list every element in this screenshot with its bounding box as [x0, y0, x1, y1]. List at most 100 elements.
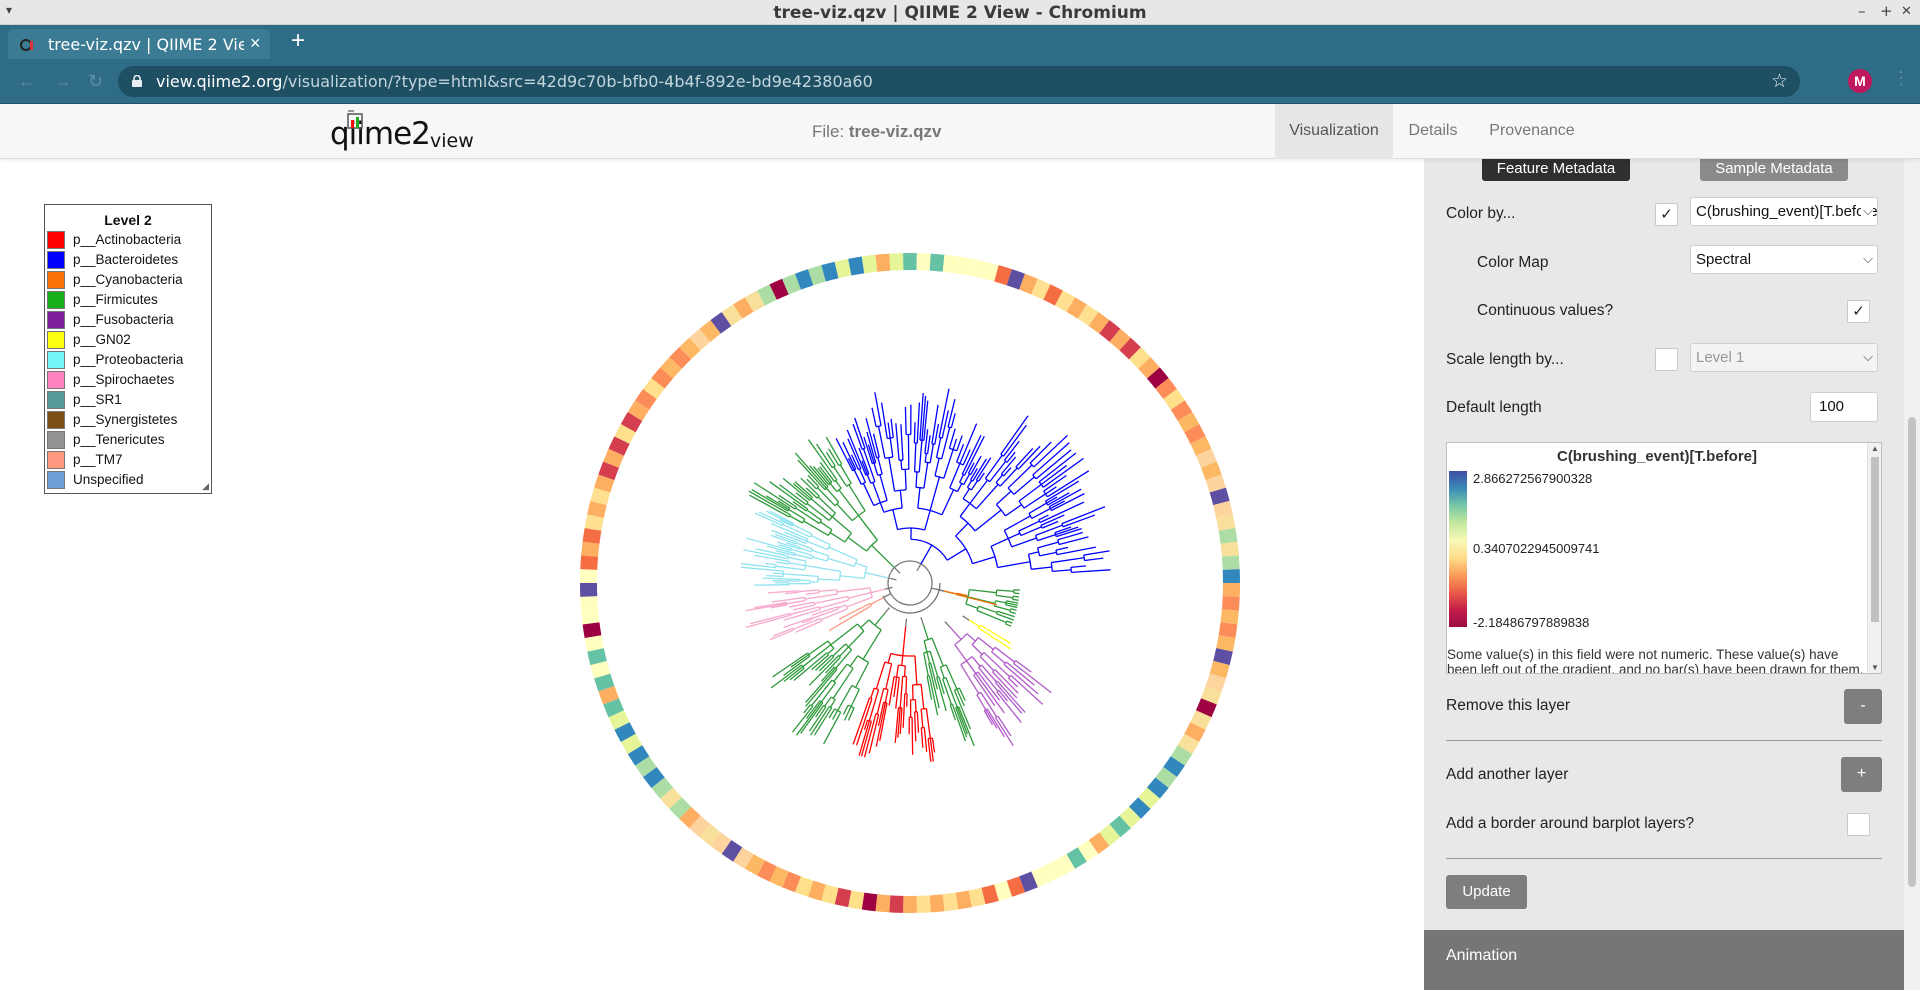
update-button[interactable]: Update [1446, 875, 1527, 909]
ring-segment [1031, 278, 1051, 300]
scale-length-checkbox[interactable] [1655, 348, 1678, 371]
colorbar-scroll-thumb[interactable] [1871, 457, 1879, 622]
reload-icon[interactable]: ↻ [88, 71, 104, 91]
tree-branch [782, 523, 811, 538]
minimize-button[interactable]: – [1858, 2, 1866, 20]
color-by-select[interactable]: C(brushing_event)[T.before] ⌵ [1690, 197, 1878, 226]
barplot-border-checkbox[interactable] [1847, 813, 1870, 836]
feature-metadata-button[interactable]: Feature Metadata [1482, 159, 1630, 181]
legend-item[interactable]: p__GN02 [45, 330, 211, 350]
legend-item[interactable]: p__SR1 [45, 390, 211, 410]
tree-branch [1049, 488, 1082, 508]
tree-branch [831, 710, 839, 720]
maximize-button[interactable]: + [1880, 2, 1893, 20]
tree-branch-arc [939, 436, 943, 439]
legend-item[interactable]: p__Spirochaetes [45, 370, 211, 390]
ring-segment [1213, 648, 1233, 666]
resize-grip-icon[interactable]: ◢ [202, 481, 209, 491]
address-bar[interactable]: view.qiime2.org/visualization/?type=html… [118, 66, 1800, 97]
tree-branch [956, 483, 963, 492]
ring-segment [733, 297, 754, 319]
legend-item[interactable]: p__Actinobacteria [45, 230, 211, 250]
sample-metadata-button[interactable]: Sample Metadata [1700, 159, 1848, 181]
close-tab-icon[interactable]: × [250, 33, 261, 53]
tree-branch [1005, 604, 1018, 609]
tree-branch [1038, 514, 1049, 521]
ring-segment [1201, 461, 1222, 481]
tab-details[interactable]: Details [1408, 122, 1458, 139]
legend-item[interactable]: p__Firmicutes [45, 290, 211, 310]
tree-branch-arc [861, 481, 866, 485]
ring-segment [581, 541, 600, 557]
legend-item[interactable]: p__Cyanobacteria [45, 270, 211, 290]
color-by-checkbox[interactable]: ✓ [1655, 203, 1678, 226]
tree-branch [1013, 662, 1052, 694]
tree-branch [769, 481, 808, 510]
taxonomy-legend[interactable]: Level 2 p__Actinobacteria p__Bacteroidete… [44, 204, 212, 494]
circular-tree-canvas[interactable] [575, 248, 1245, 918]
ring-segment [1066, 847, 1087, 869]
scroll-down-icon[interactable]: ▼ [1871, 663, 1879, 672]
legend-item[interactable]: Unspecified [45, 470, 211, 490]
tree-branch [870, 588, 885, 594]
ring-segment [1177, 733, 1200, 754]
legend-item[interactable]: p__Tenericutes [45, 430, 211, 450]
color-map-select[interactable]: Spectral ⌵ [1690, 245, 1878, 274]
remove-layer-button[interactable]: - [1844, 689, 1882, 724]
tree-branch [887, 653, 892, 664]
browser-tab[interactable]: tree-viz.qzv | QIIME 2 View × [8, 29, 270, 59]
legend-item[interactable]: p__Fusobacteria [45, 310, 211, 330]
colorbar-box[interactable]: C(brushing_event)[T.before] 2.8662725679… [1446, 442, 1882, 674]
qiime2-view-logo[interactable]: qiime2 view [330, 110, 480, 154]
legend-item[interactable]: p__Proteobacteria [45, 350, 211, 370]
browser-menu-icon[interactable]: ⋮ [1892, 68, 1910, 88]
new-tab-button[interactable]: + [290, 27, 305, 54]
default-length-input[interactable]: 100 [1810, 392, 1878, 422]
legend-item[interactable]: p__TM7 [45, 450, 211, 470]
tree-branch [1005, 661, 1035, 686]
tree-branch [1061, 506, 1106, 525]
divider [1446, 858, 1882, 859]
colorbar-scrollbar[interactable]: ▲ ▼ [1867, 443, 1881, 673]
continuous-values-checkbox[interactable]: ✓ [1847, 300, 1870, 323]
legend-title: Level 2 [104, 212, 152, 228]
close-window-button[interactable]: ✕ [1901, 4, 1912, 19]
scroll-up-icon[interactable]: ▲ [1871, 444, 1879, 453]
add-layer-button[interactable]: + [1841, 757, 1882, 792]
tab-provenance[interactable]: Provenance [1489, 122, 1575, 139]
file-info: File: tree-viz.qzv [812, 122, 941, 142]
profile-avatar[interactable]: M [1848, 69, 1872, 93]
tree-branch [828, 546, 858, 561]
tree-branch [914, 655, 918, 685]
page-scrollbar[interactable] [1904, 159, 1920, 990]
window-menu-icon[interactable]: ▾ [6, 3, 13, 17]
legend-item[interactable]: p__Bacteroidetes [45, 250, 211, 270]
tree-branch [994, 646, 1016, 663]
bookmark-star-icon[interactable]: ☆ [1770, 71, 1788, 92]
animation-section-header[interactable]: Animation [1424, 930, 1904, 990]
tab-visualization[interactable]: Visualization [1275, 104, 1393, 159]
tree-branch [990, 537, 1009, 547]
ring-segment [1213, 500, 1233, 518]
tree-branch [1084, 557, 1104, 562]
tree-branch [922, 624, 929, 640]
ring-segment [1170, 745, 1193, 766]
tree-branch-arc [912, 683, 922, 686]
back-icon[interactable]: ← [18, 71, 36, 91]
tree-branch [755, 548, 789, 557]
tree-branch-arc [823, 705, 827, 708]
tree-branch [1052, 569, 1072, 573]
tree-branch [1029, 441, 1052, 464]
ring-segment [1006, 876, 1026, 897]
tree-branch [1013, 595, 1020, 598]
tree-branch [920, 684, 925, 709]
tree-branch-arc [942, 676, 947, 680]
tree-branch [971, 644, 983, 655]
page-scroll-thumb[interactable] [1908, 417, 1916, 887]
tree-branch [931, 404, 939, 444]
legend-item[interactable]: p__Synergistetes [45, 410, 211, 430]
forward-icon[interactable]: → [54, 71, 72, 91]
tree-branch [835, 480, 842, 489]
legend-label: p__Actinobacteria [73, 232, 182, 247]
tree-branch [839, 575, 865, 579]
